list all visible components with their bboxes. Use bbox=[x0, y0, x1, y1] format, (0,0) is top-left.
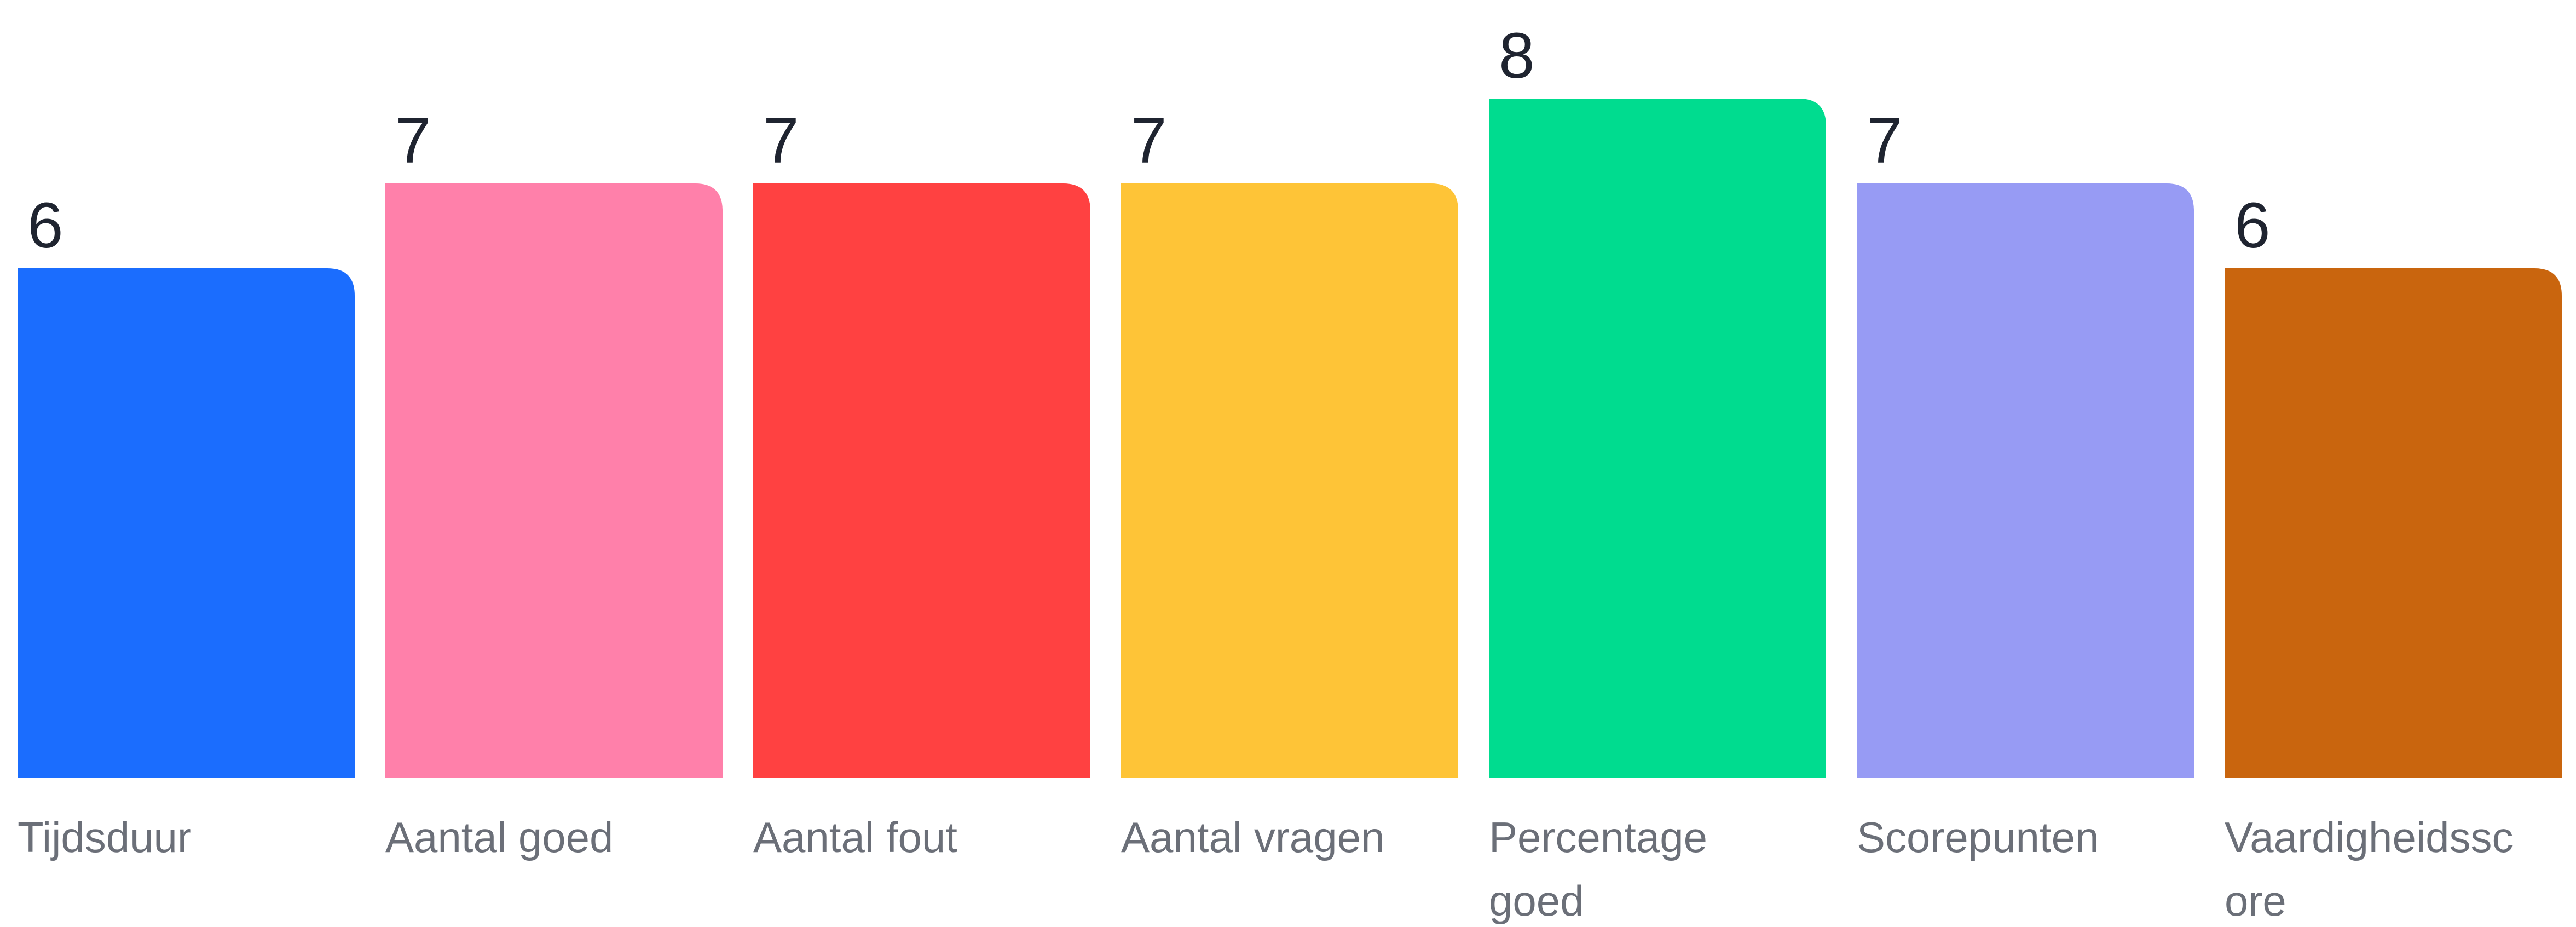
value-label-3: 7 bbox=[763, 105, 799, 177]
value-label-4: 7 bbox=[1131, 105, 1167, 177]
category-label-line: Aantal goed bbox=[385, 813, 613, 861]
category-label-line: ore bbox=[2225, 877, 2286, 925]
category-label-4: Aantal vragen bbox=[1121, 813, 1384, 861]
bar-1 bbox=[18, 268, 355, 778]
category-label-line: Vaardigheidssc bbox=[2225, 813, 2514, 861]
category-label-3: Aantal fout bbox=[753, 813, 957, 861]
category-label-line: Tijdsduur bbox=[18, 813, 192, 861]
category-labels-layer: Tijdsduur Aantal goed Aantal fout Aantal vr… bbox=[18, 813, 2514, 925]
category-label-5: Percentage goed bbox=[1489, 813, 1707, 925]
category-label-7: Vaardigheidssc ore bbox=[2225, 813, 2514, 925]
bar-7 bbox=[2225, 268, 2562, 778]
value-label-6: 7 bbox=[1867, 105, 1903, 177]
category-label-6: Scorepunten bbox=[1857, 813, 2099, 861]
bar-3 bbox=[753, 183, 1090, 778]
category-label-line: Aantal fout bbox=[753, 813, 957, 861]
value-label-7: 6 bbox=[2234, 189, 2271, 262]
bar-4 bbox=[1121, 183, 1458, 778]
category-label-line: Aantal vragen bbox=[1121, 813, 1384, 861]
category-label-1: Tijdsduur bbox=[18, 813, 192, 861]
bar-2 bbox=[385, 183, 723, 778]
category-label-line: Percentage bbox=[1489, 813, 1707, 861]
bars-layer bbox=[18, 99, 2562, 778]
category-label-line: Scorepunten bbox=[1857, 813, 2099, 861]
bar-6 bbox=[1857, 183, 2194, 778]
bar-5 bbox=[1489, 99, 1826, 778]
value-labels-layer: 6 7 7 7 8 7 6 bbox=[27, 20, 2271, 262]
category-label-line: goed bbox=[1489, 877, 1584, 925]
value-label-1: 6 bbox=[27, 189, 63, 262]
category-label-2: Aantal goed bbox=[385, 813, 613, 861]
value-label-2: 7 bbox=[395, 105, 431, 177]
value-label-5: 8 bbox=[1499, 20, 1535, 92]
